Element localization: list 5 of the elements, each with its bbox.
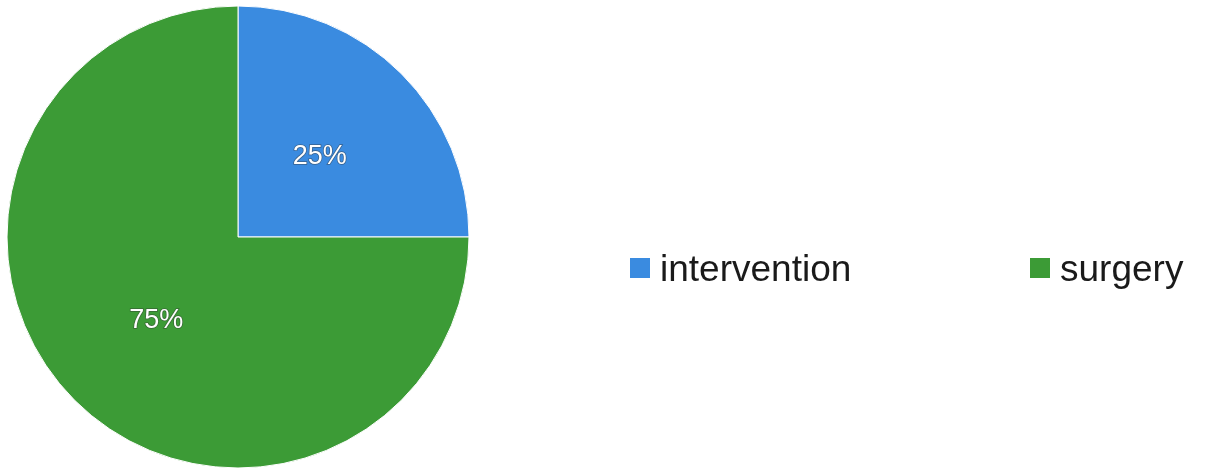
legend-label: intervention (660, 247, 852, 289)
legend-label: surgery (1060, 247, 1184, 289)
data-label: 25% (292, 140, 347, 171)
pie-slice (6, 5, 470, 469)
data-label: 75% (129, 303, 184, 334)
